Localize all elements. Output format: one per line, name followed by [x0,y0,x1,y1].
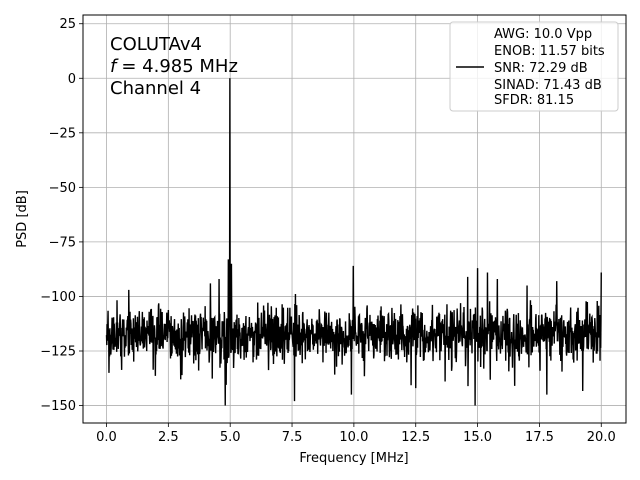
annotation-line-1: COLUTAv4 [110,34,202,55]
annotation-line-3: Channel 4 [110,78,201,99]
x-tick-label: 17.5 [525,430,554,445]
series-layer [105,78,602,406]
x-tick-label: 12.5 [401,430,430,445]
y-tick-label: −100 [40,290,76,305]
annotation-line-2: f = 4.985 MHz [110,56,238,77]
legend-entry-line-4: SINAD: 71.43 dB [494,78,602,93]
x-tick-label: 7.5 [282,430,303,445]
annotation-frequency: = 4.985 MHz [121,56,238,77]
plot-frame [82,14,627,424]
legend-entry-line-3: SNR: 72.29 dB [494,61,588,76]
legend-entry-line-5: SFDR: 81.15 [494,93,574,108]
legend-box [449,21,619,112]
x-tick-label: 2.5 [158,430,179,445]
y-tick-label: 0 [68,72,76,87]
legend: AWG: 10.0 Vpp ENOB: 11.57 bits SNR: 72.2… [449,21,619,112]
y-tick-label: −50 [49,181,76,196]
x-tick-label: 0.0 [96,430,117,445]
annotation-block: COLUTAv4 f = 4.985 MHz Channel 4 [110,34,238,99]
y-tick-label: −125 [40,345,76,360]
y-tick-label: −75 [49,235,76,250]
y-tick-label: −150 [40,399,76,414]
x-tick-label: 15.0 [463,430,492,445]
psd-series-line [105,78,602,406]
x-tick-label: 10.0 [339,430,368,445]
y-axis-title: PSD [dB] [15,190,30,248]
legend-entry-line-1: AWG: 10.0 Vpp [494,27,592,42]
x-tick-label: 20.0 [587,430,616,445]
legend-entry-line-2: ENOB: 11.57 bits [494,44,605,59]
x-axis-title: Frequency [MHz] [299,451,408,466]
annotation-italic-symbol: f [110,56,119,77]
axis-ticks: 0.0 2.5 5.0 7.5 10.0 12.5 15.0 17.5 20.0 25 0 −25 −5… [40,17,615,445]
x-tick-label: 5.0 [220,430,241,445]
y-tick-label: −25 [49,126,76,141]
y-tick-label: 25 [59,17,76,32]
